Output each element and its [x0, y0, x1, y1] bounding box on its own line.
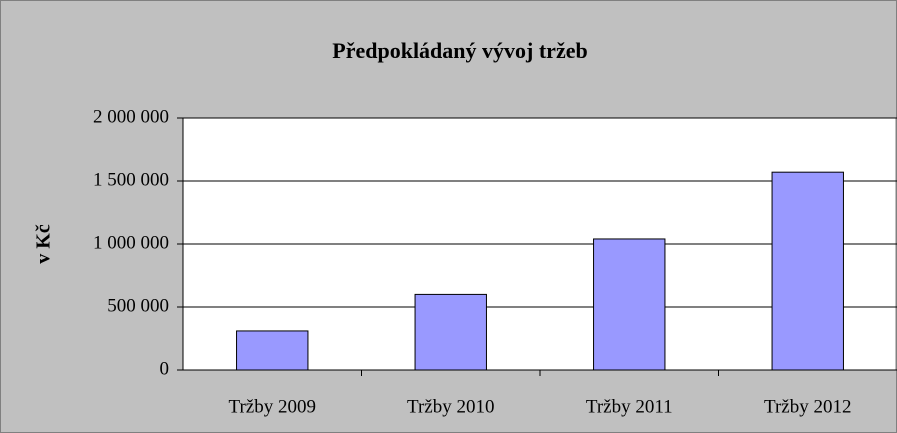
x-tick-label: Tržby 2010	[407, 396, 494, 417]
chart-title: Předpokládaný vývoj tržeb	[332, 38, 587, 63]
bar	[771, 171, 844, 371]
x-tick-label: Tržby 2012	[764, 396, 851, 417]
bar	[414, 293, 487, 371]
y-tick-label: 2 000 000	[93, 106, 169, 127]
x-tick-label: Tržby 2011	[586, 396, 673, 417]
y-tick-label: 500 000	[107, 295, 169, 316]
y-axis-label: v Kč	[33, 224, 55, 264]
y-tick-label: 0	[160, 358, 170, 379]
x-tick-label: Tržby 2009	[229, 396, 316, 417]
y-tick-label: 1 000 000	[93, 232, 169, 253]
bar	[593, 238, 666, 371]
y-tick-label: 1 500 000	[93, 169, 169, 190]
bar	[236, 330, 309, 371]
